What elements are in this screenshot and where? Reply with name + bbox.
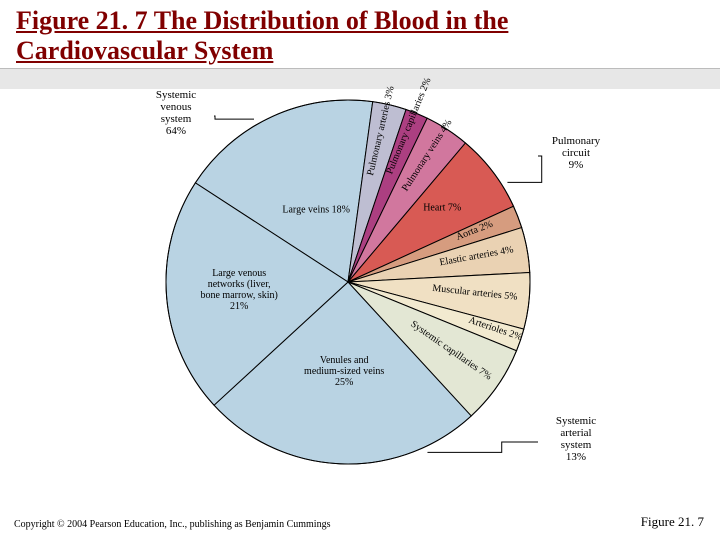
- figure-number: Figure 21. 7: [641, 514, 704, 530]
- group-callout: Systemicvenoussystem64%: [156, 89, 196, 137]
- slice-label: Large veins 18%: [282, 204, 350, 215]
- group-callout: Systemicarterialsystem13%: [556, 415, 596, 463]
- callout-leader: [427, 442, 538, 452]
- slice-label: Heart 7%: [423, 202, 461, 213]
- callout-leader: [214, 116, 254, 119]
- callout-leader: [507, 156, 541, 182]
- group-callout: Pulmonarycircuit9%: [552, 135, 601, 171]
- copyright-text: Copyright © 2004 Pearson Education, Inc.…: [14, 519, 330, 530]
- pie-chart: Large veins 18%Pulmonary arteries 3%Pulm…: [0, 0, 720, 540]
